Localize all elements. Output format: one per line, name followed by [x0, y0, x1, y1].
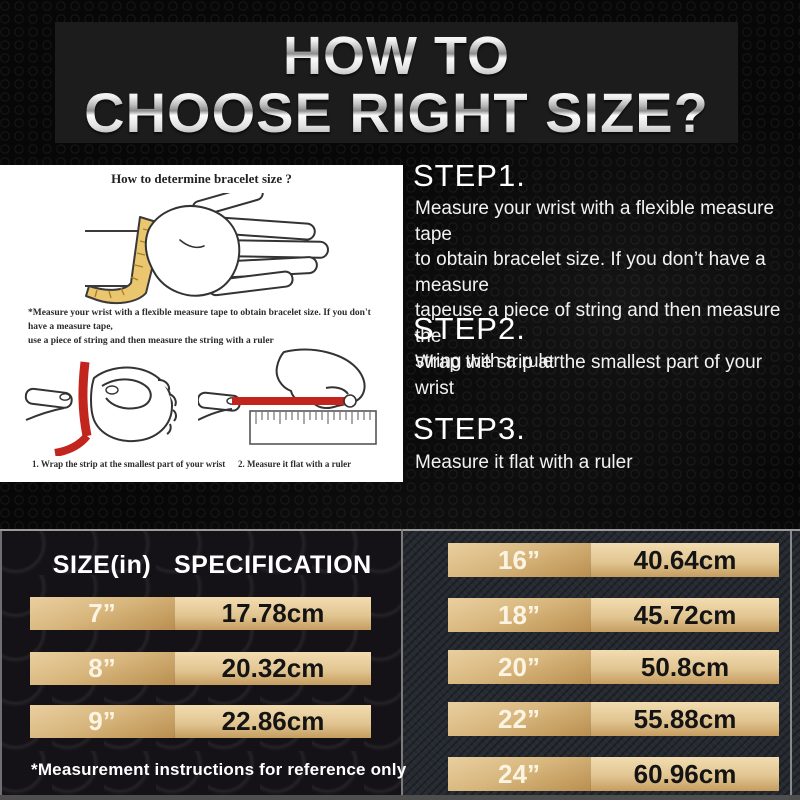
table-row: 20” 50.8cm [448, 650, 779, 684]
caption-wrap-strip: 1. Wrap the strip at the smallest part o… [32, 459, 226, 469]
measure-note: *Measure your wrist with a flexible meas… [28, 308, 371, 346]
value-cell: 55.88cm [590, 702, 779, 736]
red-strip-flat [232, 397, 354, 405]
table-row: 16” 40.64cm [448, 543, 779, 577]
measurement-footnote: *Measurement instructions for reference … [31, 760, 407, 779]
step-3-text: Measure it flat with a ruler [415, 452, 633, 473]
table-row: 9” 22.86cm [30, 705, 371, 738]
value-cell: 40.64cm [590, 543, 779, 577]
size-cell: 7” [30, 597, 174, 630]
table-row: 22” 55.88cm [448, 702, 779, 736]
header-title-line1: HOW TO [55, 28, 738, 84]
step-2-text: Wrap the strip at the smallest part of y… [415, 352, 763, 399]
step-1-text: Measure your wrist with a flexible measu… [415, 198, 781, 372]
wrist-red-strip-illustration [24, 361, 177, 456]
header-band: HOW TO CHOOSE RIGHT SIZE? [55, 22, 738, 143]
table-row: 8” 20.32cm [30, 652, 371, 685]
size-cell: 8” [30, 652, 174, 685]
size-table-header: SIZE(in) SPECIFICATION [30, 551, 372, 580]
value-cell: 50.8cm [590, 650, 779, 684]
header-specification: SPECIFICATION [174, 551, 372, 579]
size-cell: 18” [448, 598, 590, 632]
ruler-measure-illustration [198, 348, 377, 445]
size-cell: 22” [448, 702, 590, 736]
divider-bottom [0, 795, 800, 800]
value-cell: 20.32cm [174, 652, 371, 685]
value-cell: 17.78cm [174, 597, 371, 630]
size-cell: 9” [30, 705, 174, 738]
divider-top [0, 529, 800, 531]
value-cell: 60.96cm [590, 757, 779, 791]
divider-middle [401, 529, 403, 800]
step-2-label: STEP2. [413, 311, 526, 346]
hand-with-measure-tape-illustration [85, 193, 329, 305]
header-title-line2: CHOOSE RIGHT SIZE? [55, 84, 738, 142]
step-1-label: STEP1. [413, 158, 526, 193]
size-cell: 20” [448, 650, 590, 684]
table-row: 7” 17.78cm [30, 597, 371, 630]
panel-title: How to determine bracelet size ? [111, 171, 292, 186]
divider-right [790, 531, 792, 800]
measure-tape [85, 216, 164, 305]
value-cell: 22.86cm [174, 705, 371, 738]
table-row: 18” 45.72cm [448, 598, 779, 632]
size-cell: 24” [448, 757, 590, 791]
red-strip [54, 361, 92, 456]
header-size-in: SIZE(in) [52, 551, 152, 579]
divider-left [0, 531, 2, 800]
size-cell: 16” [448, 543, 590, 577]
instruction-panel: How to determine bracelet size ? [0, 165, 403, 482]
ruler [249, 410, 377, 445]
step-3-label: STEP3. [413, 411, 526, 446]
table-row: 24” 60.96cm [448, 757, 779, 791]
value-cell: 45.72cm [590, 598, 779, 632]
caption-measure-ruler: 2. Measure it flat with a ruler [238, 459, 352, 469]
